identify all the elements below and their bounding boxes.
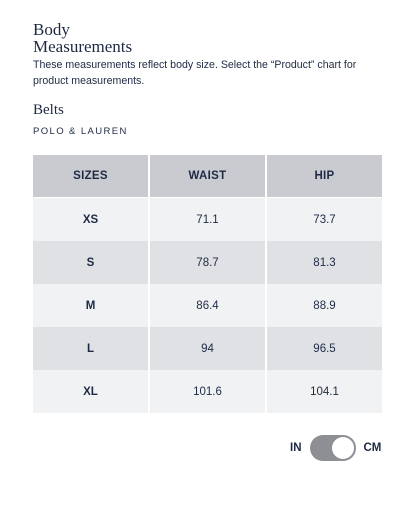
value-cell: 88.9: [265, 284, 382, 327]
size-cell: S: [33, 241, 148, 284]
toggle-switch[interactable]: [309, 435, 356, 461]
table-row: L 94 96.5: [33, 327, 382, 370]
unit-in[interactable]: IN: [290, 442, 302, 454]
size-cell: M: [33, 284, 148, 327]
value-cell: 101.6: [148, 370, 265, 413]
size-cell: XS: [33, 198, 148, 241]
title: Body Measurements: [33, 20, 133, 56]
size-cell: XL: [33, 370, 148, 413]
value-cell: 104.1: [265, 370, 382, 413]
value-cell: 94: [148, 327, 265, 370]
unit-cm[interactable]: CM: [363, 442, 382, 454]
toggle-knob: [331, 437, 354, 459]
value-cell: 86.4: [148, 284, 265, 327]
column-header: WAIST: [148, 155, 265, 197]
header-row: SIZES WAIST HIP: [33, 155, 382, 198]
value-cell: 96.5: [265, 327, 382, 370]
table-row: M 86.4 88.9: [33, 284, 382, 327]
table-row: XS 71.1 73.7: [33, 198, 382, 241]
section-title: Belts: [33, 102, 64, 118]
description: These measurements reflect body size. Se…: [33, 59, 357, 87]
value-cell: 73.7: [265, 198, 382, 241]
brand: POLO & LAUREN: [33, 126, 128, 137]
unit-toggle: IN CM: [290, 435, 381, 461]
table-row: XL 101.6 104.1: [33, 370, 382, 413]
size-cell: L: [33, 327, 148, 370]
size-table: SIZES WAIST HIP XS 71.1 73.7 S 78.7 81.3 M 86.4 88.…: [33, 155, 382, 413]
table-row: S 78.7 81.3: [33, 241, 382, 284]
value-cell: 81.3: [265, 241, 382, 284]
column-header: HIP: [265, 155, 382, 197]
value-cell: 78.7: [148, 241, 265, 284]
column-header: SIZES: [33, 155, 148, 197]
value-cell: 71.1: [148, 198, 265, 241]
